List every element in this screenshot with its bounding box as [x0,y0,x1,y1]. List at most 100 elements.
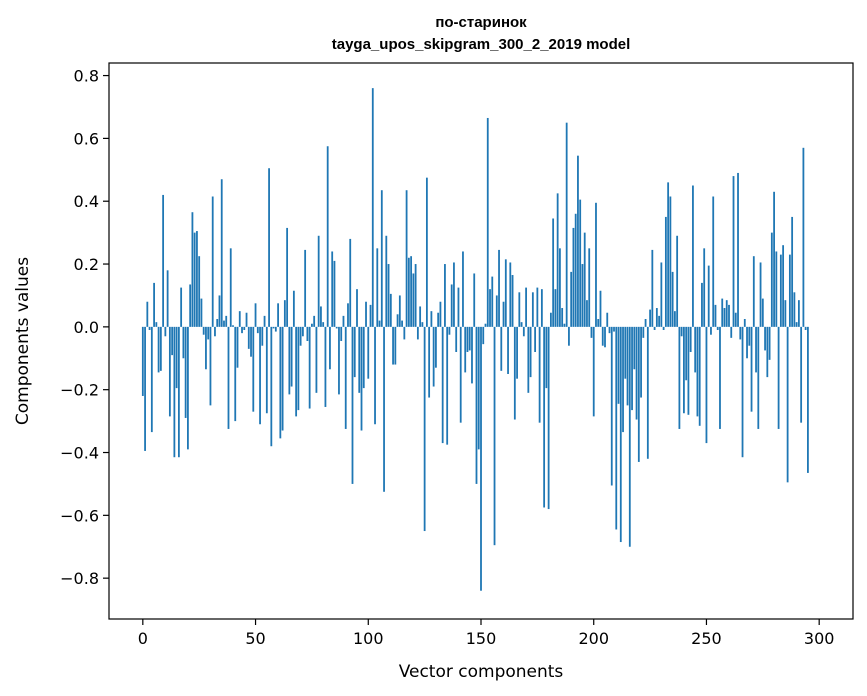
bar [380,190,383,327]
bar [358,326,361,393]
bar [644,319,647,327]
bar [522,326,525,337]
bar [189,284,192,327]
bar [755,326,757,373]
bar [371,88,374,327]
bar [227,326,230,429]
bar [245,312,248,327]
bar [779,254,782,327]
bar [746,326,748,359]
bar [180,287,183,327]
bar [241,326,243,334]
bar [369,304,372,327]
bar [473,273,476,327]
bar [610,326,613,486]
bar [407,257,410,327]
bar [795,322,798,327]
bar [775,251,778,327]
bar [723,308,726,327]
bar [202,326,205,335]
bar [396,314,399,327]
bar [692,185,694,327]
bar [144,326,146,451]
bar [734,312,737,327]
bar [552,218,555,327]
bar [615,326,618,530]
bar [696,326,699,417]
bar [254,303,257,327]
chart-title-line-1: по-старинок [435,14,527,31]
x-tick-label: 250 [691,629,722,648]
bar [457,287,460,327]
bar [168,326,171,417]
bar [493,326,496,546]
bar [423,326,426,532]
bar [529,326,532,378]
bar [563,323,566,327]
bar [236,326,239,368]
bar [347,303,349,327]
bar [220,179,223,327]
bar [265,326,268,414]
bar [480,326,482,591]
x-tick-label: 100 [353,629,384,648]
bar [577,155,579,327]
bar [462,251,464,327]
bar [335,326,338,329]
bar [401,320,403,327]
bar [525,287,527,327]
bar [511,275,514,327]
bar [211,196,214,327]
bar [200,298,203,327]
bar [225,315,228,327]
bar [419,306,422,327]
bar [642,326,645,338]
bar [274,326,277,332]
bar [324,326,327,407]
bar [671,271,674,327]
y-tick-label: 0.4 [74,192,99,211]
bar [148,326,151,330]
bar [306,326,309,341]
bar [437,312,440,327]
y-tick-label: −0.2 [60,381,99,400]
bar [793,292,796,327]
bar [683,326,685,414]
bar [737,172,739,327]
bar [545,326,548,389]
chart-title-line-2: tayga_upos_skipgram_300_2_2019 model [332,36,631,53]
bar [667,182,670,327]
bar [664,216,667,327]
bar [556,193,559,327]
bar [383,326,385,492]
bar [421,322,424,327]
bar [617,326,620,404]
bar [153,282,155,327]
bar [281,326,284,431]
bar [464,326,467,373]
bar [146,301,149,327]
x-tick-label: 0 [138,629,148,648]
bar [660,262,663,327]
bar [286,227,289,327]
bar [752,256,755,327]
bar [403,326,406,340]
bar [405,190,408,327]
plot-frame [108,62,854,620]
bar [288,326,291,395]
bar [804,326,807,330]
bar [653,326,656,330]
bar [732,176,735,327]
bar [290,326,293,387]
bar [209,326,212,406]
bar [719,326,721,429]
bar [714,304,717,327]
bar [234,326,237,422]
bar [635,326,638,420]
x-axis-label: Vector components [399,662,564,682]
bar [707,265,710,327]
x-tick-label: 50 [245,629,265,648]
bar [513,326,516,420]
bar [141,326,144,396]
bar [730,326,733,338]
